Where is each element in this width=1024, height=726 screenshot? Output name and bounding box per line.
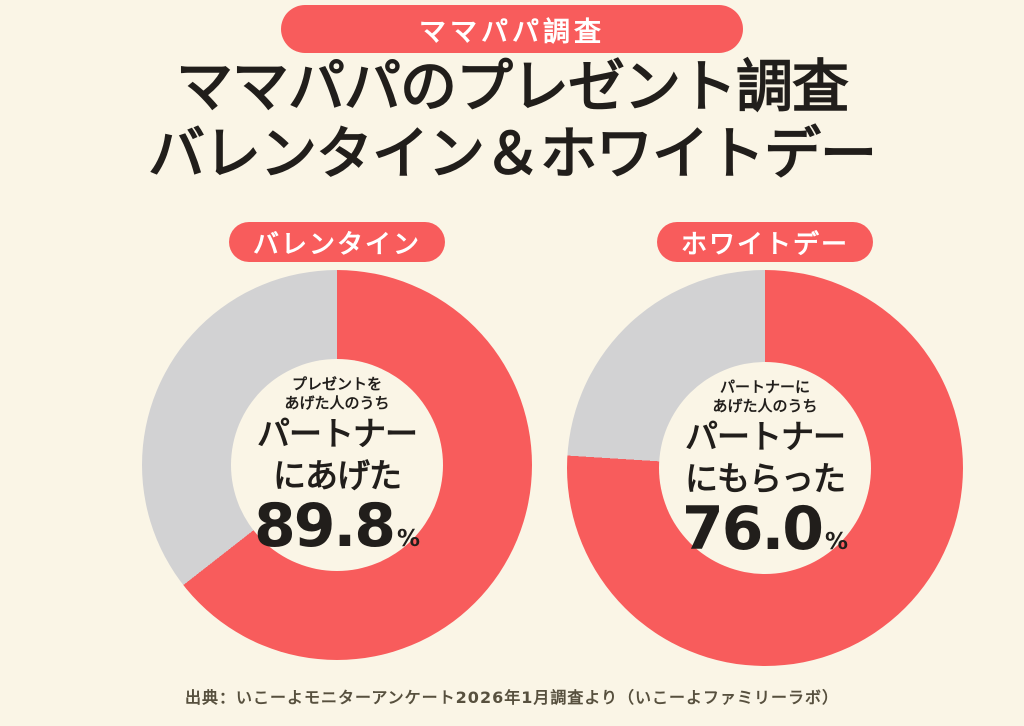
whiteday-percentage-unit: % — [825, 528, 849, 555]
survey-badge-label: ママパパ調査 — [419, 16, 605, 48]
valentine-donut-chart: プレゼントを あげた人のうち パートナー にあげた 89.8 % — [142, 270, 532, 660]
valentine-center-note-line2: あげた人のうち — [284, 393, 390, 412]
valentine-chart-section: バレンタイン プレゼントを あげた人のうち パートナー にあげた 89.8 % — [142, 222, 532, 660]
whiteday-label: ホワイトデー — [680, 229, 849, 260]
valentine-value-row: 89.8 % — [253, 490, 421, 561]
whiteday-donut-chart: パートナーに あげた人のうち パートナー にもらった 76.0 % — [567, 270, 963, 666]
survey-badge: ママパパ調査 — [281, 5, 743, 53]
whiteday-center-note-line1: パートナーに — [719, 378, 810, 397]
valentine-center-note-line1: プレゼントを — [291, 375, 382, 394]
valentine-center-main-line2: にあげた — [273, 455, 402, 495]
title-line-2: バレンタイン＆ホワイトデー — [148, 120, 877, 187]
whiteday-label-pill: ホワイトデー — [656, 222, 873, 262]
valentine-percentage-unit: % — [397, 525, 421, 552]
title-line-1: ママパパのプレゼント調査 — [176, 54, 849, 120]
whiteday-percentage-value: 76.0 — [681, 493, 824, 564]
whiteday-donut-center: パートナーに あげた人のうち パートナー にもらった 76.0 % — [659, 362, 871, 574]
valentine-label: バレンタイン — [252, 229, 421, 260]
valentine-donut-center: プレゼントを あげた人のうち パートナー にあげた 89.8 % — [231, 359, 443, 571]
source-note-text: 出典：いこーよモニターアンケート2026年1月調査より（いこーよファミリーラボ） — [184, 688, 840, 707]
whiteday-center-note-line2: あげた人のうち — [712, 396, 818, 415]
source-note: 出典：いこーよモニターアンケート2026年1月調査より（いこーよファミリーラボ） — [0, 684, 1024, 708]
whiteday-center-main-line1: パートナー — [685, 416, 846, 456]
valentine-center-main-line1: パートナー — [257, 413, 418, 453]
valentine-percentage-value: 89.8 — [253, 490, 396, 561]
whiteday-center-main-line2: にもらった — [685, 458, 846, 498]
whiteday-chart-section: ホワイトデー パートナーに あげた人のうち パートナー にもらった 76.0 % — [566, 222, 964, 666]
page-title: ママパパのプレゼント調査 バレンタイン＆ホワイトデー — [0, 54, 1024, 187]
valentine-label-pill: バレンタイン — [228, 222, 445, 262]
whiteday-value-row: 76.0 % — [681, 493, 849, 564]
